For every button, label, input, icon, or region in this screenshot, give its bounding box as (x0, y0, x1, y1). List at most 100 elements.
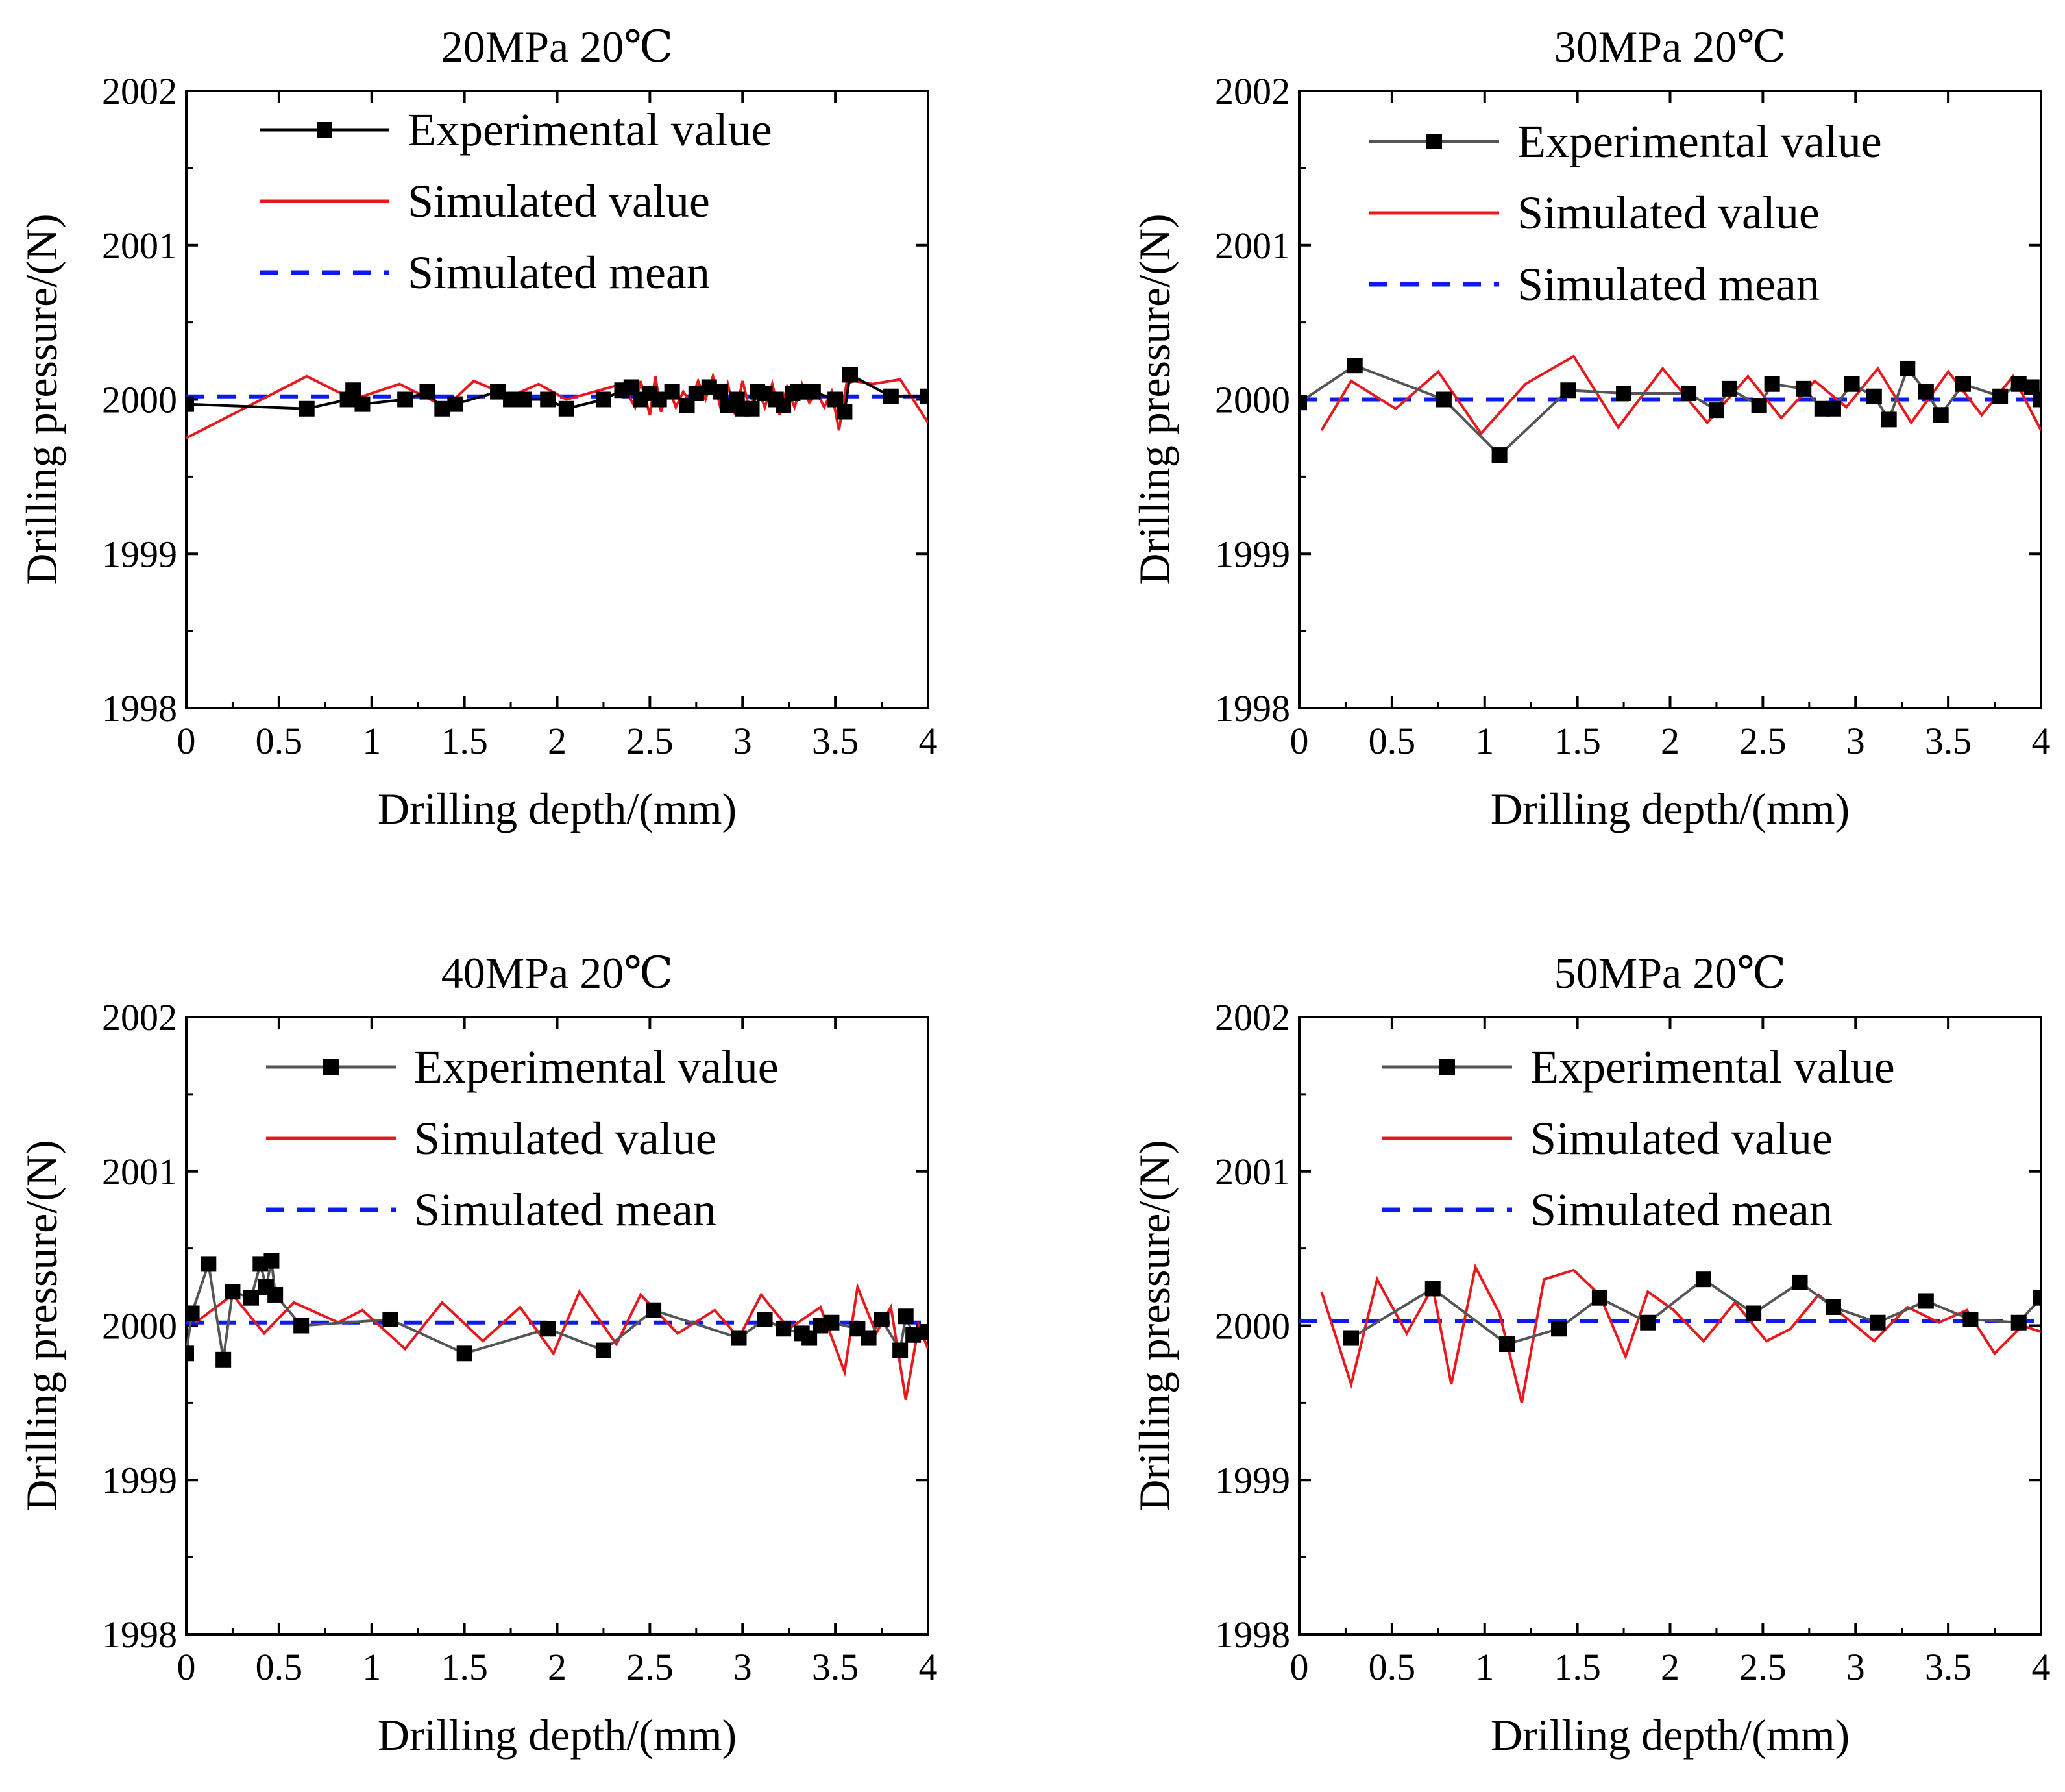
x-tick-label: 3.5 (1925, 1646, 1972, 1688)
experimental-point (490, 384, 506, 400)
experimental-point (1796, 380, 1812, 397)
experimental-point (1792, 1274, 1808, 1290)
x-tick-label: 4 (919, 720, 938, 762)
legend-simulated-label: Simulated value (1517, 187, 1820, 239)
experimental-point (1825, 400, 1841, 417)
x-tick-label: 3 (733, 1646, 752, 1688)
simulated-series-line (195, 1282, 928, 1400)
x-tick-label: 0 (177, 1646, 196, 1688)
chart-title: 30MPa 20℃ (1554, 22, 1787, 71)
y-tick-label: 1999 (102, 1459, 177, 1501)
x-axis-label: Drilling depth/(mm) (1491, 1710, 1850, 1760)
experimental-point (1560, 382, 1576, 399)
experimental-point (2033, 391, 2041, 408)
experimental-point (1708, 402, 1724, 419)
x-tick-label: 0 (177, 720, 196, 762)
y-axis-label: Drilling pressure/(N) (1130, 1140, 1179, 1511)
experimental-point (215, 1351, 232, 1368)
experimental-point (186, 396, 194, 412)
experimental-point (1870, 1314, 1886, 1331)
experimental-point (243, 1290, 260, 1306)
legend: Experimental value Simulated value Simulat… (266, 1041, 779, 1236)
experimental-point (842, 367, 858, 383)
x-tick-label: 1.5 (441, 720, 488, 762)
plot-area (186, 1253, 928, 1400)
experimental-point (1491, 447, 1508, 463)
x-tick-label: 2 (548, 1646, 567, 1688)
x-tick-label: 1 (362, 1646, 381, 1688)
experimental-point (434, 400, 450, 417)
experimental-point (516, 391, 532, 408)
legend-experimental-label: Experimental value (414, 1041, 779, 1093)
legend-experimental-label: Experimental value (408, 104, 772, 156)
experimental-point (1764, 376, 1780, 392)
experimental-point (225, 1284, 241, 1300)
experimental-point (1616, 385, 1632, 401)
legend-experimental-marker (323, 1059, 339, 1075)
experimental-point (1825, 1299, 1841, 1315)
x-tick-label: 3 (1846, 1646, 1865, 1688)
experimental-point (837, 404, 853, 420)
legend: Experimental value Simulated value Simulat… (1382, 1041, 1895, 1236)
x-tick-label: 0 (1290, 1646, 1309, 1688)
y-tick-label: 2002 (1215, 996, 1290, 1038)
experimental-point (883, 388, 899, 404)
experimental-point (1844, 376, 1860, 392)
experimental-point (1424, 1281, 1441, 1297)
experimental-point (2010, 376, 2027, 392)
legend-simulated-label: Simulated value (1530, 1112, 1833, 1164)
experimental-point (776, 1321, 792, 1337)
experimental-point (1347, 358, 1363, 374)
x-tick-label: 2.5 (1739, 1646, 1787, 1688)
experimental-point (447, 396, 463, 412)
legend: Experimental value Simulated value Simulat… (260, 104, 772, 299)
x-tick-label: 1.5 (441, 1646, 488, 1688)
x-axis-label: Drilling depth/(mm) (378, 1710, 737, 1760)
y-tick-label: 2001 (102, 1151, 177, 1193)
chart-title: 40MPa 20℃ (441, 948, 674, 998)
experimental-point (186, 1345, 194, 1362)
plot-area (186, 367, 928, 439)
experimental-point (920, 1324, 928, 1340)
y-tick-label: 1998 (1215, 1614, 1290, 1656)
experimental-point (293, 1318, 310, 1334)
experimental-point (1591, 1290, 1607, 1306)
experimental-point (898, 1308, 914, 1325)
legend-mean-label: Simulated mean (1517, 258, 1820, 310)
experimental-point (419, 384, 435, 400)
simulated-series-line (1320, 354, 2041, 436)
x-tick-label: 2.5 (626, 1646, 674, 1688)
experimental-point (744, 400, 760, 417)
plot-area (1299, 354, 2041, 463)
experimental-point (1900, 360, 1916, 376)
x-tick-label: 3.5 (812, 720, 859, 762)
experimental-point (345, 382, 361, 399)
chart-title: 20MPa 20℃ (441, 22, 674, 71)
experimental-point (712, 384, 728, 400)
y-tick-label: 1998 (102, 687, 177, 730)
experimental-point (1881, 411, 1897, 428)
simulated-series-line (186, 371, 928, 439)
experimental-point (595, 391, 611, 408)
experimental-point (1746, 1305, 1762, 1321)
plot-area (1299, 1263, 2041, 1403)
x-tick-label: 3.5 (1925, 720, 1972, 762)
experimental-point (1436, 391, 1452, 408)
chart-panel-3: 40MPa 20℃ 0 0.5 1 1.5 2 2.5 3 3.5 4 1998 1999 2000 20… (17, 948, 938, 1760)
y-tick-label: 1999 (1215, 533, 1290, 575)
x-axis-label: Drilling depth/(mm) (378, 784, 737, 833)
experimental-point (263, 1253, 280, 1269)
experimental-point (456, 1345, 472, 1362)
x-tick-label: 0.5 (1369, 1646, 1416, 1688)
chart-panel-1: 20MPa 20℃ 0 0.5 1 1.5 2 2.5 3 3.5 4 1998 1999 2000 20… (17, 22, 938, 833)
legend-mean-label: Simulated mean (414, 1184, 716, 1236)
experimental-point (920, 388, 928, 404)
experimental-point (186, 1305, 200, 1321)
y-axis-label: Drilling pressure/(N) (17, 1140, 66, 1511)
experimental-point (861, 1330, 877, 1346)
x-tick-label: 4 (2032, 1646, 2051, 1688)
y-tick-label: 1999 (102, 533, 177, 575)
experimental-point (824, 1314, 840, 1331)
experimental-point (905, 1327, 922, 1343)
